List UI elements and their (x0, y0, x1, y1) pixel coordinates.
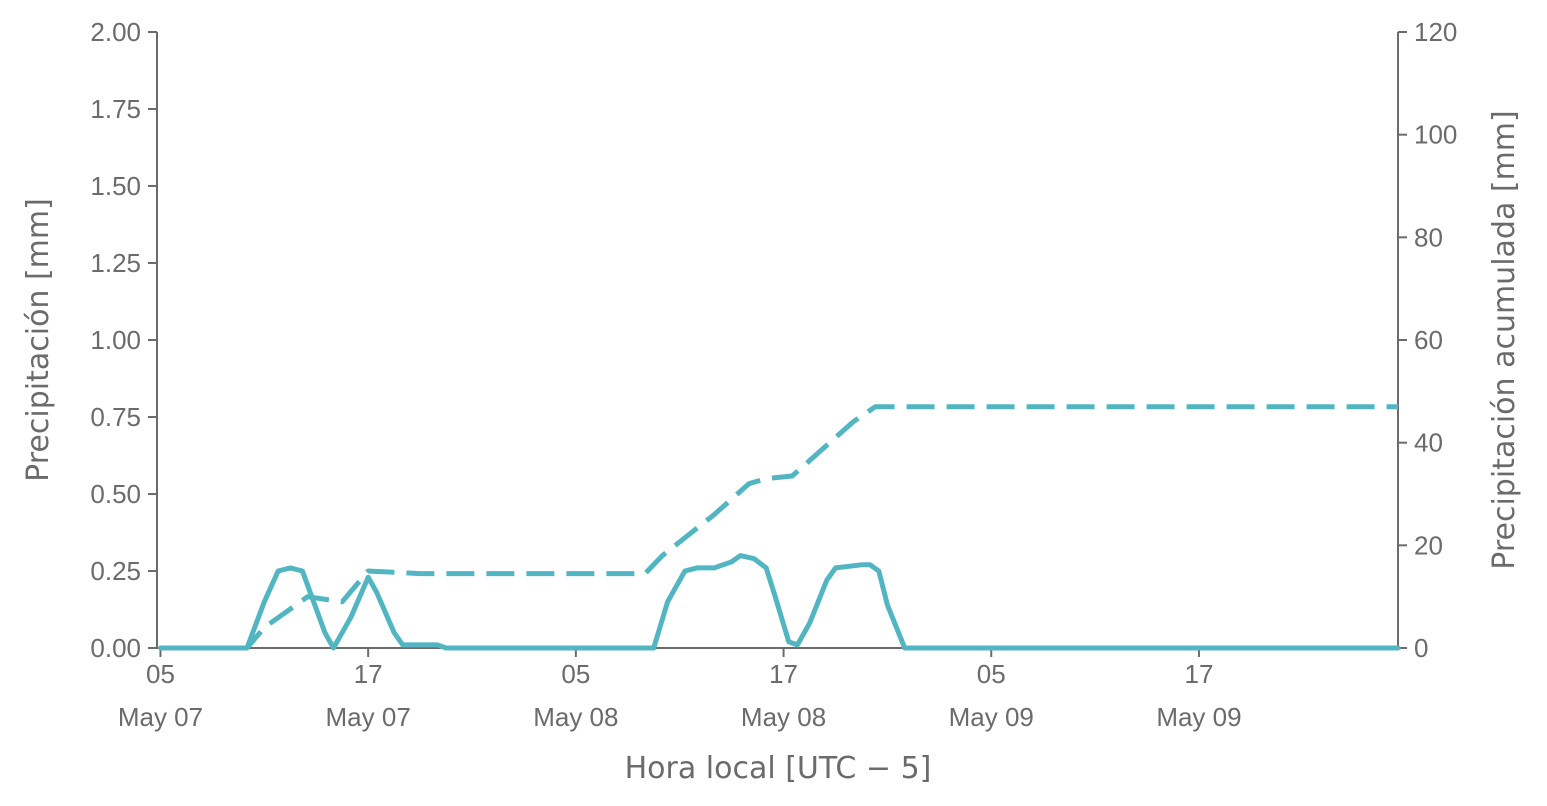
right-y-tick-label: 20 (1414, 530, 1443, 560)
left-y-tick-label: 1.75 (90, 94, 141, 124)
left-y-ticks: 0.00 0.25 0.50 0.75 1.00 1.25 1.50 1.75 2.00 (90, 17, 157, 663)
x-tick-label-date: May 09 (1156, 702, 1241, 732)
x-tick-label-hour: 05 (146, 659, 175, 689)
right-y-tick-label: 120 (1414, 17, 1457, 47)
x-tick-label-date: May 08 (741, 702, 826, 732)
left-y-tick-label: 1.25 (90, 248, 141, 278)
x-tick-label-date: May 08 (533, 702, 618, 732)
x-tick-label-date: May 07 (118, 702, 203, 732)
x-tick-label-date: May 09 (949, 702, 1034, 732)
x-tick-label-hour: 05 (977, 659, 1006, 689)
right-y-tick-label: 40 (1414, 428, 1443, 458)
right-y-tick-label: 80 (1414, 222, 1443, 252)
left-y-tick-label: 0.25 (90, 556, 141, 586)
left-y-tick-label: 0.00 (90, 633, 141, 663)
left-y-tick-label: 2.00 (90, 17, 141, 47)
x-ticks: 05 May 07 17 May 07 05 May 08 17 May 08 05 May 09… (118, 648, 1242, 732)
right-y-tick-label: 60 (1414, 325, 1443, 355)
axes (156, 32, 1399, 649)
left-y-axis-title: Precipitación [mm] (21, 198, 56, 482)
left-y-tick-label: 0.50 (90, 479, 141, 509)
precipitation-line (158, 553, 1401, 651)
left-y-tick-label: 1.50 (90, 171, 141, 201)
x-axis-title: Hora local [UTC − 5] (625, 751, 932, 786)
x-tick-label-hour: 17 (1184, 659, 1213, 689)
left-y-tick-label: 1.00 (90, 325, 141, 355)
right-y-axis-title: Precipitación acumulada [mm] (1487, 110, 1522, 569)
accumulated-precipitation-line (160, 404, 1398, 651)
right-y-tick-label: 0 (1414, 633, 1428, 663)
x-tick-label-hour: 17 (769, 659, 798, 689)
series-group (158, 404, 1401, 651)
right-y-ticks: 0 20 40 60 80 100 120 (1398, 17, 1457, 663)
x-tick-label-hour: 17 (354, 659, 383, 689)
right-y-tick-label: 100 (1414, 120, 1457, 150)
x-tick-label-hour: 05 (561, 659, 590, 689)
x-tick-label-date: May 07 (326, 702, 411, 732)
left-y-tick-label: 0.75 (90, 402, 141, 432)
